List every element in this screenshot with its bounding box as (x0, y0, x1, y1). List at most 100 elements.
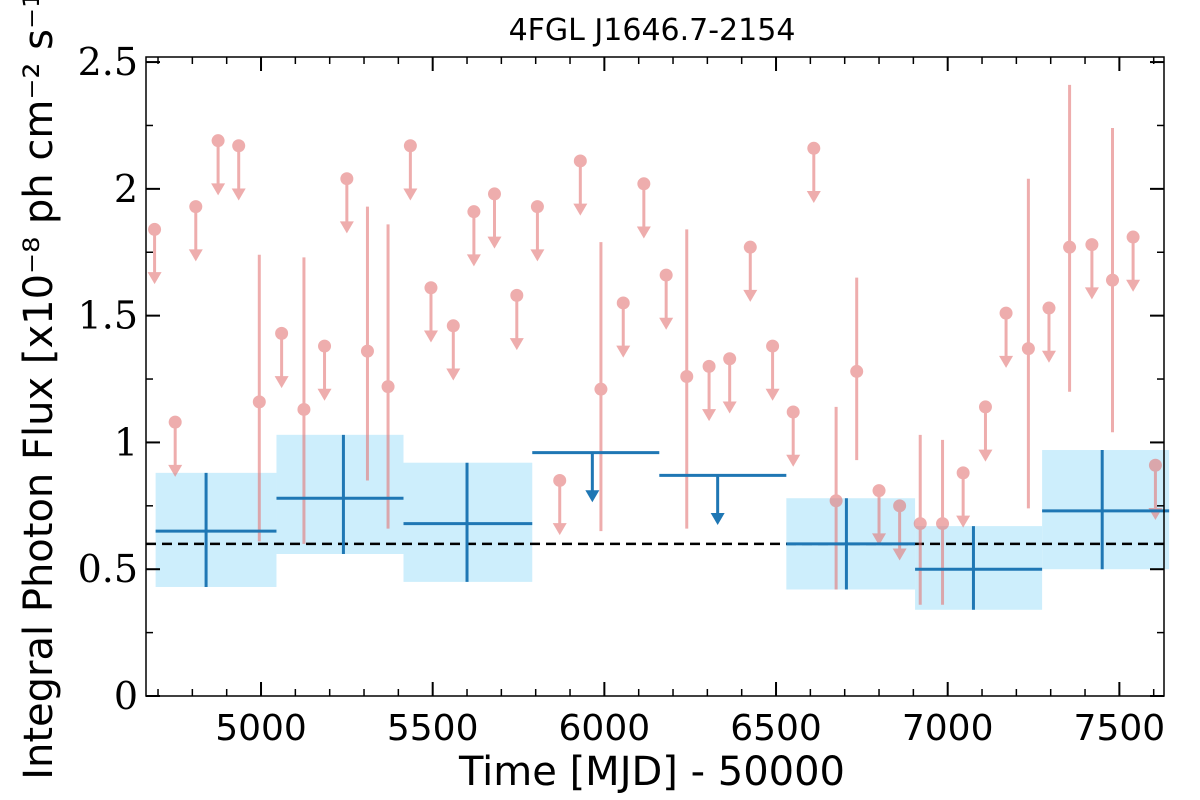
short-bin-point-group (1084, 238, 1099, 300)
data-point (318, 339, 332, 353)
upper-limit-arrowhead (274, 376, 289, 389)
upper-limit-arrowhead (211, 183, 226, 196)
upper-limit-arrowhead (722, 401, 737, 414)
short-bin-point-group (573, 154, 588, 216)
data-point (616, 296, 630, 310)
data-point (360, 344, 374, 358)
data-point (446, 319, 460, 333)
short-bin-point-group (446, 319, 461, 381)
data-point (913, 517, 927, 531)
upper-limit-arrowhead (188, 249, 203, 262)
short-bin-point-group (616, 296, 631, 358)
plot-frame (145, 56, 1165, 697)
short-bin-point-group (1105, 128, 1119, 433)
short-bin-point-group (1126, 230, 1141, 292)
short-bin-point-group (956, 466, 971, 528)
data-point (1105, 273, 1119, 287)
short-bin-point-group (466, 205, 481, 267)
upper-limit-arrowhead (487, 236, 502, 249)
short-bin-point-group (936, 439, 950, 605)
short-bin-point-group (297, 257, 311, 544)
short-bin-point-group (829, 406, 843, 590)
data-point (872, 484, 886, 498)
short-bin-point-group (743, 240, 758, 302)
short-bin-point-group (702, 359, 717, 422)
long-bin-bands (155, 434, 1170, 610)
data-point (211, 134, 225, 148)
upper-limit-arrowhead (147, 272, 162, 285)
x-tick-label: 5500 (387, 708, 479, 749)
short-bin-point-group (850, 277, 864, 461)
short-bin-point-group (252, 254, 266, 542)
data-point (893, 499, 907, 513)
upper-limit-arrowhead (616, 345, 631, 358)
x-tick-label: 6500 (730, 708, 822, 749)
data-point (978, 400, 992, 414)
data-point (850, 364, 864, 378)
x-tick-label: 6000 (559, 708, 651, 749)
short-bin-point-group (168, 415, 183, 477)
y-axis-label: Integral Photon Flux [x10⁻⁸ ph cm⁻² s⁻¹] (16, 0, 62, 780)
y-tick-label: 2.5 (78, 40, 138, 84)
chart-title: 4FGL J1646.7-2154 (509, 13, 796, 48)
data-point (680, 370, 694, 383)
long-bin-error-band (276, 434, 404, 554)
data-point (1021, 342, 1035, 356)
short-bin-point-group (423, 281, 438, 343)
short-bin-point-group (274, 326, 289, 389)
upper-limit-arrowhead (1126, 279, 1141, 292)
upper-limit-arrowhead (573, 203, 588, 216)
short-bin-point-group (509, 288, 524, 351)
short-bin-point-group (659, 268, 674, 330)
short-bin-point-group (403, 139, 418, 201)
data-point (723, 352, 737, 366)
data-point (297, 402, 311, 416)
short-bin-point-group (999, 306, 1014, 368)
data-point (1063, 240, 1077, 254)
short-bin-point-group (552, 473, 567, 536)
short-bin-point-group (211, 134, 226, 196)
data-point (232, 139, 246, 153)
short-bin-point-group (594, 242, 608, 532)
upper-limit-arrowhead (999, 355, 1014, 368)
data-point (829, 494, 843, 508)
x-axis-label: Time [MJD] - 50000 (458, 749, 845, 795)
upper-limit-arrowhead (702, 409, 717, 422)
data-point (743, 240, 757, 254)
y-tick-label: 0.5 (78, 547, 138, 591)
x-tick-label: 7500 (1074, 708, 1166, 749)
long-bin-limit-arrowhead (585, 490, 600, 503)
upper-limit-arrowhead (765, 388, 780, 401)
data-point (424, 281, 438, 295)
short-bin-point-group (636, 177, 651, 239)
short-bin-point-group (1041, 301, 1056, 363)
data-point (573, 154, 587, 168)
short-bin-point-group (360, 206, 374, 481)
data-point (252, 395, 266, 409)
long-bin-series (155, 434, 1170, 610)
short-bin-point-group (913, 434, 927, 605)
short-bin-point-group (765, 339, 780, 401)
upper-limit-arrowhead (978, 449, 993, 462)
upper-limit-arrowhead (168, 464, 183, 477)
upper-limit-arrowhead (403, 188, 418, 201)
data-point (403, 139, 417, 153)
data-point (189, 200, 203, 214)
y-tick-label: 1 (114, 420, 138, 464)
data-point (487, 187, 501, 201)
upper-limit-arrowhead (743, 289, 758, 302)
data-point (168, 415, 182, 429)
short-bin-point-group (147, 222, 162, 285)
upper-limit-arrowhead (659, 317, 674, 330)
short-bin-point-group (188, 200, 203, 262)
data-point (786, 405, 800, 419)
x-tick-label: 7000 (902, 708, 994, 749)
upper-limit-arrowhead (872, 533, 887, 546)
short-bin-point-group (680, 229, 694, 529)
data-point (807, 141, 821, 155)
upper-limit-arrowhead (806, 191, 821, 203)
data-point (467, 205, 481, 219)
short-bin-point-group (1021, 178, 1035, 509)
data-point (275, 326, 289, 340)
data-point (936, 517, 950, 531)
